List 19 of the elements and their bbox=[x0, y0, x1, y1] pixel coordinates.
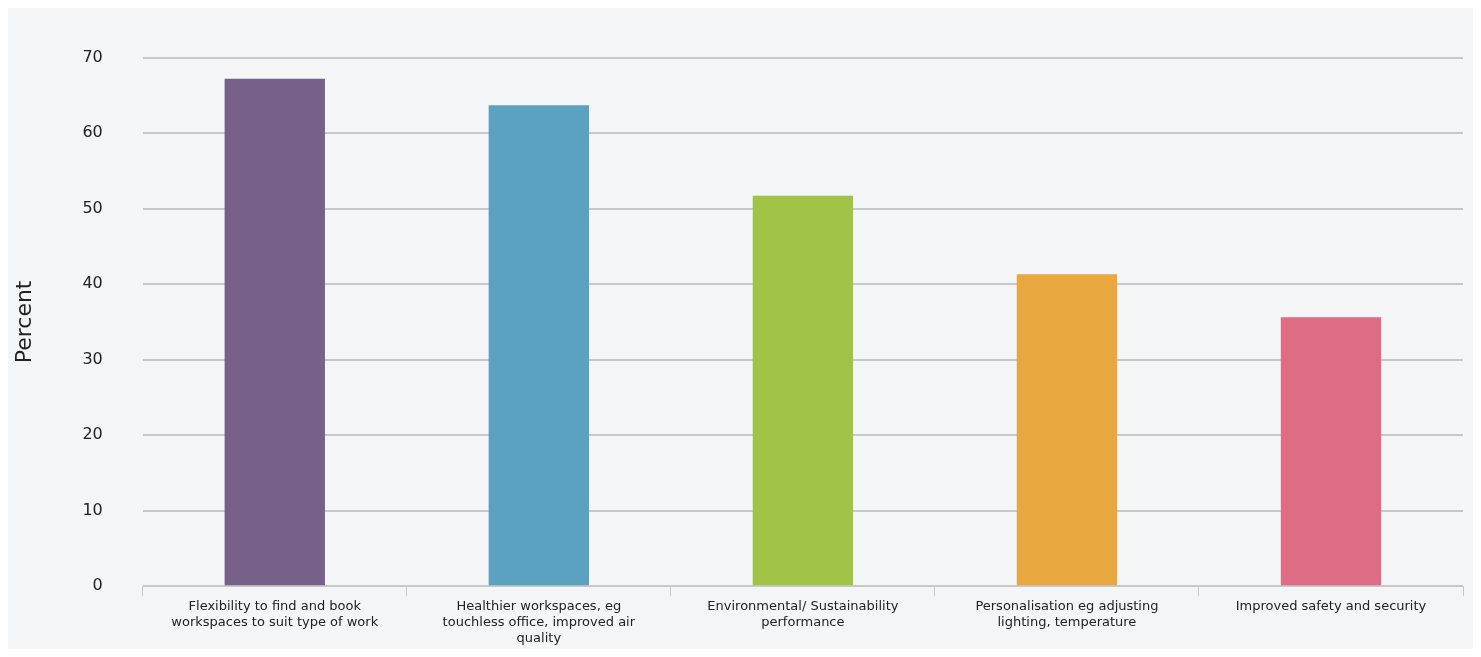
x-tick-label: Personalisation eg adjusting lighting, temperature bbox=[975, 598, 1159, 629]
y-axis-title: Percent bbox=[10, 280, 36, 364]
bar bbox=[752, 195, 854, 586]
y-tick-label: 30 bbox=[82, 348, 103, 368]
y-tick-label: 60 bbox=[82, 122, 103, 142]
y-tick-label: 40 bbox=[82, 273, 103, 293]
y-tick-label: 20 bbox=[82, 424, 103, 444]
y-tick-label: 70 bbox=[82, 46, 103, 66]
x-tick-label: Healthier workspaces, eg touchless office, improved air quality bbox=[442, 598, 636, 645]
x-tick-label: Flexibility to find and book workspaces to suit type of work bbox=[171, 598, 379, 629]
y-tick-label: 0 bbox=[92, 575, 103, 595]
y-tick-label: 50 bbox=[82, 197, 103, 217]
x-tick-label: Environmental/ Sustainability performance bbox=[707, 598, 899, 629]
bar bbox=[1280, 317, 1382, 586]
bar bbox=[488, 105, 589, 586]
bar bbox=[1016, 274, 1118, 586]
y-tick-label: 10 bbox=[82, 499, 103, 519]
bar bbox=[224, 78, 325, 586]
x-tick-label: Improved safety and security bbox=[1235, 598, 1427, 614]
